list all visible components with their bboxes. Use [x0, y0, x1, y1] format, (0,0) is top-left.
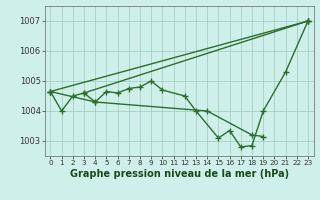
X-axis label: Graphe pression niveau de la mer (hPa): Graphe pression niveau de la mer (hPa) — [70, 169, 289, 179]
